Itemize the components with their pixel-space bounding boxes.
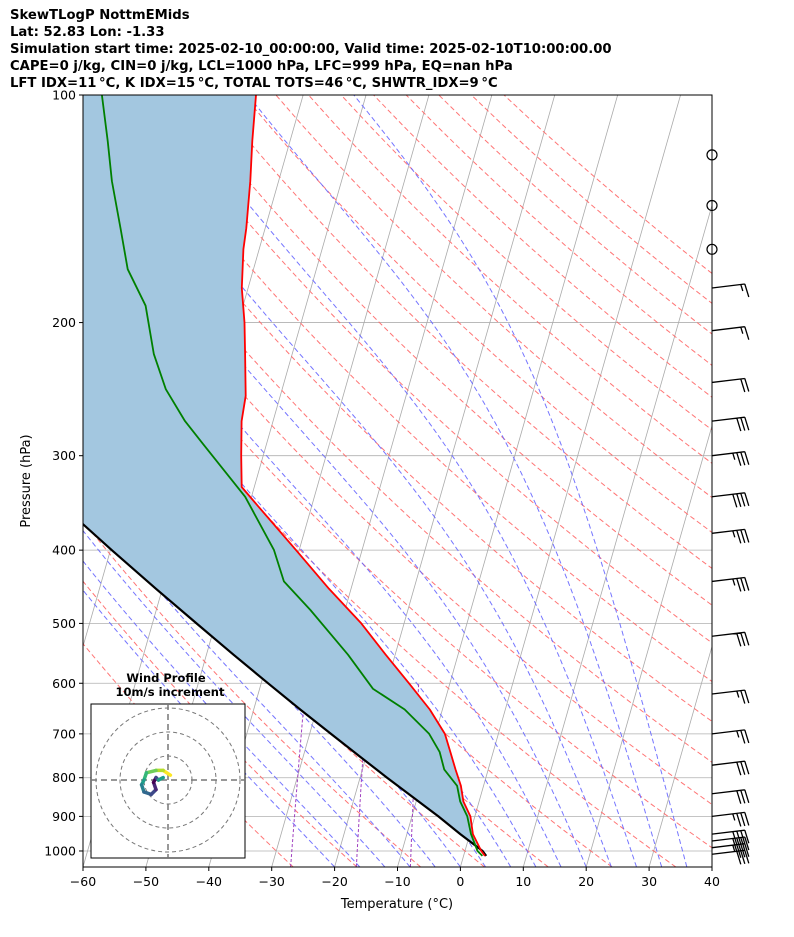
dry-adiabat-7 <box>83 245 712 849</box>
moist-adiabat-10 <box>83 158 587 867</box>
x-tick-label-5: −10 <box>384 874 410 889</box>
hodograph-segment-11 <box>156 775 165 782</box>
x-tick-label-0: −60 <box>70 874 96 889</box>
wind-barb-6 <box>711 416 750 432</box>
wind-barb-8 <box>711 492 750 508</box>
chart-header: SkewTLogP NottmEMids Lat: 52.83 Lon: -1.… <box>10 7 612 92</box>
dry-adiabat-12 <box>145 95 712 644</box>
wind-barb-20 <box>711 849 750 865</box>
x-tick-label-9: 30 <box>641 874 657 889</box>
moist-adiabat-11 <box>94 95 612 867</box>
moist-adiabat-12 <box>162 95 637 867</box>
y-tick-label-8: 900 <box>52 809 76 824</box>
hodograph-plot <box>91 704 245 858</box>
wind-barb-11 <box>711 631 750 647</box>
moist-adiabat-1 <box>83 560 361 867</box>
moist-adiabat-8 <box>83 287 537 867</box>
moist-adiabat-0 <box>83 589 335 867</box>
x-axis: −60 −50 −40 −30 −20 −10 0 10 20 30 40 <box>70 867 720 889</box>
x-tick-label-7: 10 <box>515 874 531 889</box>
indices-line-2: LFT IDX=11 °C, K IDX=15 °C, TOTAL TOTS=4… <box>10 76 498 91</box>
moist-adiabat-9 <box>83 227 562 867</box>
y-tick-label-2: 300 <box>52 448 76 463</box>
temperature-line <box>240 95 486 857</box>
y-tick-label-9: 1000 <box>44 843 76 858</box>
moist-adiabat-2 <box>83 529 386 867</box>
isotherm-18 <box>585 424 712 867</box>
y-tick-label-0: 100 <box>52 88 76 103</box>
x-tick-label-2: −40 <box>196 874 222 889</box>
moist-adiabat-13 <box>247 95 663 867</box>
wind-barb-5 <box>711 377 750 393</box>
calm-wind-circle-0 <box>706 149 718 161</box>
wind-barb-9 <box>711 528 750 544</box>
wind-barbs <box>706 149 750 865</box>
y-tick-label-4: 500 <box>52 616 76 631</box>
wind-barb-4 <box>711 326 750 340</box>
hodograph-title: Wind Profile <box>126 671 206 685</box>
dry-adiabat-22 <box>471 95 712 304</box>
dry-adiabat-1 <box>83 580 358 867</box>
dewpoint-line <box>101 95 484 857</box>
x-tick-label-3: −30 <box>259 874 285 889</box>
wind-barb-13 <box>711 729 750 744</box>
x-axis-label: Temperature (°C) <box>340 897 453 912</box>
y-tick-label-7: 800 <box>52 770 76 785</box>
dry-adiabat-14 <box>210 95 712 570</box>
y-axis-label: Pressure (hPa) <box>19 434 34 527</box>
y-tick-label-5: 600 <box>52 676 76 691</box>
chart-title: SkewTLogP NottmEMids <box>10 8 190 23</box>
y-axis: 100 200 300 400 500 600 700 800 900 1000 <box>44 88 83 858</box>
x-tick-label-4: −20 <box>321 874 347 889</box>
isotherm-16 <box>460 95 681 867</box>
dry-adiabat-6 <box>83 297 677 867</box>
calm-wind-circle-1 <box>706 199 718 212</box>
moist-adiabat-14 <box>353 95 688 867</box>
isotherm-13 <box>271 95 493 867</box>
indices-line-1: CAPE=0 j/kg, CIN=0 j/kg, LCL=1000 hPa, L… <box>10 59 513 74</box>
parcel-profile-line <box>83 522 488 857</box>
cin-area <box>83 95 487 856</box>
y-tick-label-6: 700 <box>52 726 76 741</box>
wind-barb-15 <box>711 789 750 804</box>
y-tick-label-1: 200 <box>52 315 76 330</box>
wind-barb-16 <box>711 811 750 827</box>
x-tick-label-1: −50 <box>133 874 159 889</box>
dry-adiabat-0 <box>83 642 294 867</box>
hodograph-subtitle: 10m/s increment <box>116 685 225 699</box>
hodograph-inset: Wind Profile 10m/s increment <box>90 671 246 859</box>
dry-adiabat-20 <box>405 95 712 366</box>
dry-adiabat-13 <box>177 95 712 606</box>
x-tick-label-8: 20 <box>578 874 594 889</box>
wind-barb-12 <box>711 689 750 704</box>
isotherm-20 <box>711 865 712 867</box>
time-line: Simulation start time: 2025-02-10_00:00:… <box>10 42 612 57</box>
profile-lines <box>83 95 488 857</box>
calm-wind-circle-2 <box>706 243 718 255</box>
x-tick-label-10: 40 <box>704 874 720 889</box>
wind-barb-3 <box>711 283 750 298</box>
mixing-ratio-line-0 <box>290 683 307 867</box>
wind-barb-7 <box>711 451 750 466</box>
dry-adiabat-23 <box>503 95 712 275</box>
dry-adiabat-15 <box>242 95 712 534</box>
dry-adiabat-5 <box>83 350 613 867</box>
wind-barb-10 <box>711 576 750 592</box>
moist-adiabat-3 <box>83 497 411 867</box>
location-line: Lat: 52.83 Lon: -1.33 <box>10 25 165 40</box>
wind-barb-14 <box>711 760 750 776</box>
isotherm-19 <box>648 644 712 867</box>
dry-adiabat-2 <box>83 520 422 867</box>
dry-adiabat-18 <box>340 95 712 431</box>
dry-adiabat-17 <box>308 95 712 464</box>
dry-adiabat-21 <box>438 95 712 335</box>
y-tick-label-3: 400 <box>52 543 76 558</box>
x-tick-label-6: 0 <box>456 874 464 889</box>
